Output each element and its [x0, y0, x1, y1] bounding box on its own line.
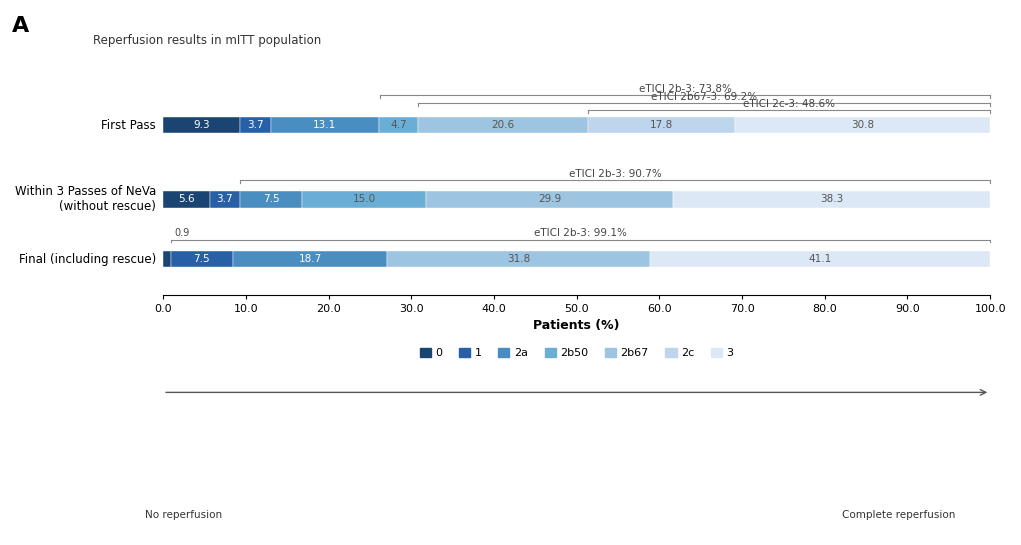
- Bar: [588, 117, 735, 133]
- Text: 31.8: 31.8: [507, 254, 531, 264]
- Text: 17.8: 17.8: [650, 120, 674, 130]
- Text: 9.3: 9.3: [193, 120, 210, 130]
- Text: 7.5: 7.5: [193, 254, 210, 264]
- Legend: 0, 1, 2a, 2b50, 2b67, 2c, 3: 0, 1, 2a, 2b50, 2b67, 2c, 3: [416, 343, 738, 362]
- Bar: [163, 191, 209, 208]
- Bar: [650, 251, 990, 267]
- Text: 18.7: 18.7: [298, 254, 322, 264]
- Bar: [426, 191, 674, 208]
- Text: 15.0: 15.0: [352, 195, 376, 204]
- Text: eTICI 2b-3: 99.1%: eTICI 2b-3: 99.1%: [534, 228, 627, 238]
- Bar: [163, 251, 171, 267]
- Text: eTICI 2c-3: 48.6%: eTICI 2c-3: 48.6%: [743, 99, 835, 109]
- Text: eTICI 2b-3: 90.7%: eTICI 2b-3: 90.7%: [569, 169, 662, 179]
- Bar: [171, 251, 233, 267]
- Bar: [233, 251, 387, 267]
- Text: 4.7: 4.7: [390, 120, 406, 130]
- Bar: [209, 191, 240, 208]
- Bar: [163, 117, 240, 133]
- Text: 29.9: 29.9: [538, 195, 562, 204]
- Bar: [387, 251, 650, 267]
- Bar: [302, 191, 426, 208]
- Bar: [271, 117, 379, 133]
- Text: No reperfusion: No reperfusion: [145, 510, 223, 520]
- Text: 41.1: 41.1: [809, 254, 832, 264]
- Text: 20.6: 20.6: [491, 120, 515, 130]
- Text: A: A: [12, 16, 30, 37]
- Text: Reperfusion results in mITT population: Reperfusion results in mITT population: [93, 34, 322, 47]
- Text: eTICI 2b-3: 73.8%: eTICI 2b-3: 73.8%: [638, 84, 731, 94]
- Text: 5.6: 5.6: [178, 195, 195, 204]
- Bar: [674, 191, 990, 208]
- Text: 7.5: 7.5: [262, 195, 280, 204]
- Text: 3.7: 3.7: [216, 195, 233, 204]
- Text: 3.7: 3.7: [247, 120, 263, 130]
- Text: 13.1: 13.1: [313, 120, 337, 130]
- Bar: [240, 191, 302, 208]
- Text: 38.3: 38.3: [820, 195, 843, 204]
- X-axis label: Patients (%): Patients (%): [533, 319, 620, 332]
- Bar: [379, 117, 418, 133]
- Bar: [735, 117, 990, 133]
- Text: eTICI 2b67-3: 69.2%: eTICI 2b67-3: 69.2%: [651, 92, 758, 102]
- Bar: [240, 117, 271, 133]
- Text: 30.8: 30.8: [852, 120, 874, 130]
- Text: 0.9: 0.9: [175, 228, 190, 238]
- Bar: [418, 117, 588, 133]
- Text: Complete reperfusion: Complete reperfusion: [841, 510, 956, 520]
